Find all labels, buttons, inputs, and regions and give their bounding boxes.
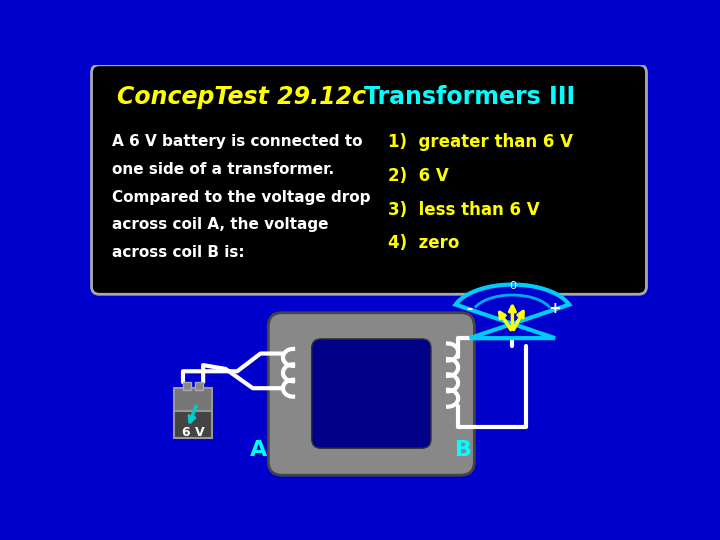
FancyBboxPatch shape (91, 65, 647, 294)
Text: -: - (467, 301, 473, 316)
Text: one side of a transformer.: one side of a transformer. (112, 162, 334, 177)
Polygon shape (456, 285, 570, 338)
Text: across coil B is:: across coil B is: (112, 245, 244, 260)
Text: 3)  less than 6 V: 3) less than 6 V (388, 200, 540, 219)
Bar (174, 411, 212, 438)
Text: 6 V: 6 V (181, 426, 204, 438)
Text: 4)  zero: 4) zero (388, 234, 460, 252)
FancyBboxPatch shape (269, 313, 474, 475)
Text: 1)  greater than 6 V: 1) greater than 6 V (388, 133, 573, 151)
Text: A: A (251, 440, 268, 460)
Bar (174, 388, 212, 411)
FancyBboxPatch shape (312, 339, 431, 448)
Text: 0: 0 (509, 281, 516, 291)
Text: ConcepTest 29.12c: ConcepTest 29.12c (117, 85, 366, 109)
Text: across coil A, the voltage: across coil A, the voltage (112, 218, 328, 232)
Text: A 6 V battery is connected to: A 6 V battery is connected to (112, 134, 362, 149)
Bar (183, 382, 191, 390)
Text: +: + (549, 301, 562, 316)
Text: 2)  6 V: 2) 6 V (388, 167, 449, 185)
Text: Transformers III: Transformers III (364, 85, 575, 109)
Bar (195, 382, 203, 390)
Text: B: B (455, 440, 472, 460)
Text: Compared to the voltage drop: Compared to the voltage drop (112, 190, 370, 205)
